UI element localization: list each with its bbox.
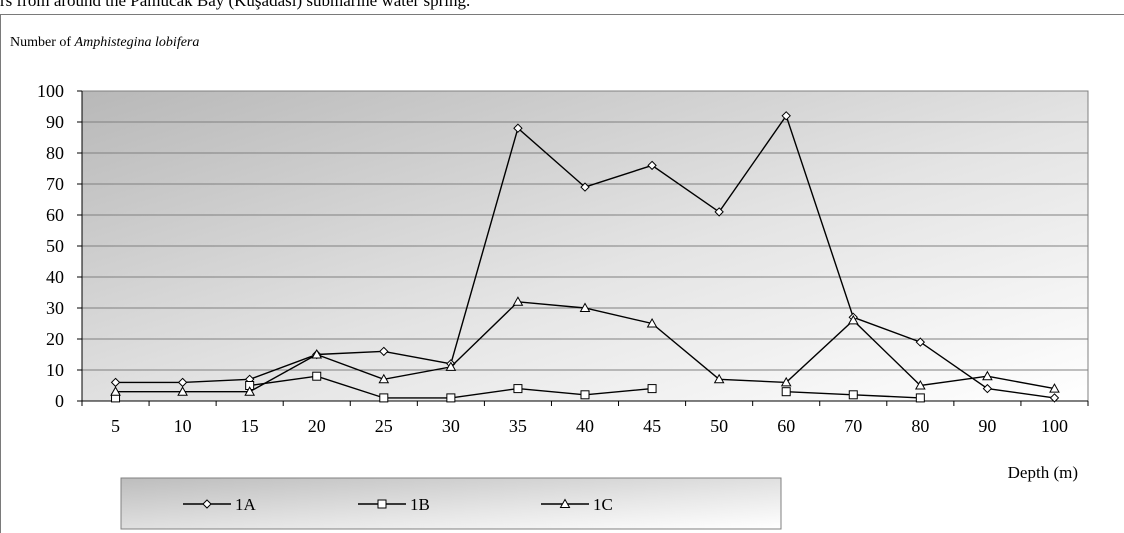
data-point-1B-30 xyxy=(446,393,456,403)
data-point-1C-100 xyxy=(1049,383,1060,393)
data-point-1A-45 xyxy=(647,160,657,171)
data-point-1C-50 xyxy=(713,373,725,384)
x-tick-label-45: 45 xyxy=(643,416,661,436)
data-point-1B-70 xyxy=(848,390,858,400)
y-axis-label-species: Amphistegina lobifera xyxy=(74,35,200,50)
data-point-1A-35 xyxy=(513,123,523,133)
y-axis-label-prefix: Number of xyxy=(10,35,75,50)
data-point-1C-80 xyxy=(914,379,926,390)
data-point-1A-60 xyxy=(781,111,791,121)
data-point-1B-80 xyxy=(915,393,925,403)
y-tick-label-80: 80 xyxy=(46,143,64,163)
x-tick-label-30: 30 xyxy=(442,416,460,436)
x-tick-label-35: 35 xyxy=(509,416,527,436)
data-point-1C-70 xyxy=(847,314,859,325)
y-tick-label-100: 100 xyxy=(37,81,64,101)
data-point-1A-25 xyxy=(379,346,389,357)
data-series xyxy=(110,111,1060,403)
y-tick-label-90: 90 xyxy=(46,112,64,132)
x-tick-label-5: 5 xyxy=(111,416,120,436)
x-tick-label-70: 70 xyxy=(844,416,862,436)
data-point-1C-20 xyxy=(311,348,323,359)
series-1A xyxy=(110,111,1060,403)
legend-marker-1A xyxy=(202,499,212,509)
y-axis-label: Number of Amphistegina lobifera xyxy=(10,35,199,50)
data-point-1A-80 xyxy=(915,337,926,347)
legend-label-1C: 1C xyxy=(593,495,613,514)
data-point-1C-45 xyxy=(646,317,658,328)
x-tick-label-50: 50 xyxy=(710,416,728,436)
data-point-1B-35 xyxy=(513,384,523,394)
data-point-1C-10 xyxy=(177,386,188,396)
legend-item-1A: 1A xyxy=(183,495,257,514)
data-point-1C-25 xyxy=(378,373,390,384)
x-tick-label-100: 100 xyxy=(1041,416,1068,436)
gridlines xyxy=(82,121,1088,371)
x-tick-label-90: 90 xyxy=(978,416,996,436)
data-point-1B-20 xyxy=(312,371,322,381)
data-point-1A-100 xyxy=(1049,393,1060,403)
legend-items: 1A 1B 1C xyxy=(183,495,613,514)
data-point-1A-50 xyxy=(714,207,724,217)
x-tick-labels: 5 10 15 20 25 30 35 40 45 50 60 70 80 90 100 xyxy=(111,416,1068,436)
legend-label-1B: 1B xyxy=(410,495,430,514)
y-tick-labels: 0 10 20 30 40 50 60 70 80 90 100 xyxy=(37,81,64,411)
data-point-1C-60 xyxy=(780,376,792,387)
data-point-1B-25 xyxy=(379,393,389,403)
x-tick-label-25: 25 xyxy=(375,416,393,436)
data-point-1C-90 xyxy=(982,370,993,381)
data-point-1B-60 xyxy=(781,387,791,397)
data-point-1B-45 xyxy=(647,384,657,394)
y-tick-label-30: 30 xyxy=(46,298,64,318)
legend: 1A 1B 1C xyxy=(120,477,782,530)
data-point-1C-35 xyxy=(512,296,524,306)
y-tick-label-20: 20 xyxy=(46,329,64,349)
y-tick-label-40: 40 xyxy=(46,267,64,287)
series-1C xyxy=(110,296,1060,396)
y-tick-label-10: 10 xyxy=(46,360,64,380)
y-tick-label-0: 0 xyxy=(55,391,64,411)
data-point-1C-5 xyxy=(110,386,121,396)
chart-frame xyxy=(0,14,1124,533)
x-tick-label-60: 60 xyxy=(777,416,795,436)
legend-marker-1C xyxy=(559,498,571,508)
legend-marker-1B xyxy=(377,499,387,509)
data-point-1A-40 xyxy=(580,182,590,192)
x-tick-label-15: 15 xyxy=(241,416,259,436)
y-tick-label-70: 70 xyxy=(46,174,64,194)
data-point-1C-15 xyxy=(244,386,256,396)
x-tick-label-10: 10 xyxy=(174,416,192,436)
data-point-1A-90 xyxy=(982,383,993,394)
x-tick-label-80: 80 xyxy=(911,416,929,436)
legend-label-1A: 1A xyxy=(235,495,257,514)
x-tick-label-40: 40 xyxy=(576,416,594,436)
x-tick-label-20: 20 xyxy=(308,416,326,436)
y-tick-label-60: 60 xyxy=(46,205,64,225)
x-axis-label: Depth (m) xyxy=(1008,463,1078,482)
figure-caption: rs from around the Pamucak Bay (Kuşadası… xyxy=(0,0,471,10)
data-point-1C-30 xyxy=(445,361,457,371)
legend-item-1B: 1B xyxy=(358,495,430,514)
data-point-1B-40 xyxy=(580,390,590,400)
series-1B xyxy=(111,371,925,403)
legend-item-1C: 1C xyxy=(541,495,613,514)
data-point-1C-40 xyxy=(579,302,591,312)
y-tick-label-50: 50 xyxy=(46,236,64,256)
